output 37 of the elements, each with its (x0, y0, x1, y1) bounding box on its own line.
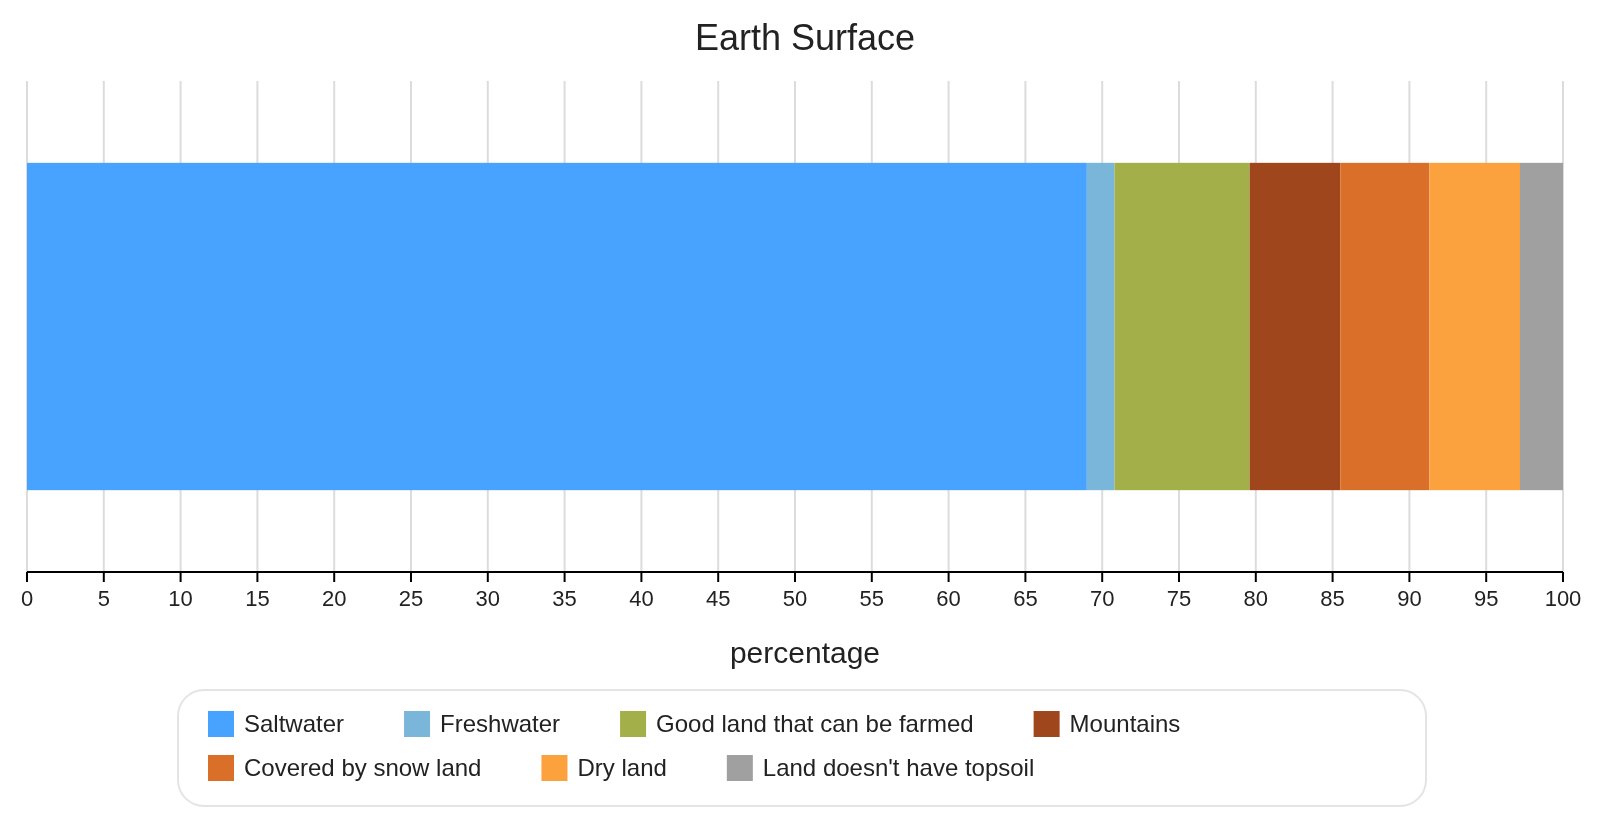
x-tick-label: 35 (552, 586, 577, 611)
x-tick-label: 50 (782, 586, 808, 611)
bar (1086, 162, 1115, 491)
x-tick-label: 60 (936, 586, 961, 611)
legend-label: Mountains (1069, 710, 1181, 737)
x-tick-label: 55 (859, 586, 885, 611)
bar (1249, 162, 1341, 491)
bar (1340, 162, 1430, 491)
x-tick-label: 0 (20, 586, 34, 611)
chart-title: Earth Surface (694, 17, 916, 58)
x-tick-label: 5 (97, 586, 110, 611)
legend-label: Good land that can be farmed (656, 710, 974, 737)
legend-label: Dry land (577, 754, 667, 781)
legend-label: Saltwater (244, 710, 345, 737)
x-tick-label: 65 (1013, 586, 1038, 611)
x-tick-label: 25 (398, 586, 424, 611)
x-tick-label: 15 (245, 586, 270, 611)
x-tick-label: 100 (1544, 586, 1582, 611)
x-tick-label: 30 (475, 586, 501, 611)
x-tick-label: 75 (1166, 586, 1192, 611)
x-tick-label: 90 (1397, 586, 1422, 611)
legend-label: Land doesn't have topsoil (762, 754, 1035, 781)
x-tick-label: 10 (168, 586, 193, 611)
x-axis-title: percentage (729, 636, 881, 669)
x-tick-label: 40 (629, 586, 654, 611)
bar (27, 162, 1087, 491)
x-tick-label: 80 (1243, 586, 1269, 611)
bar (1519, 162, 1563, 491)
x-tick-label: 85 (1320, 586, 1345, 611)
bar (1429, 162, 1520, 491)
x-tick-label: 20 (321, 586, 347, 611)
x-tick-label: 95 (1473, 586, 1499, 611)
bar (1114, 162, 1250, 491)
legend-label: Freshwater (440, 710, 561, 737)
legend-label: Covered by snow land (244, 754, 482, 781)
x-tick-label: 70 (1089, 586, 1115, 611)
x-tick-label: 45 (705, 586, 731, 611)
